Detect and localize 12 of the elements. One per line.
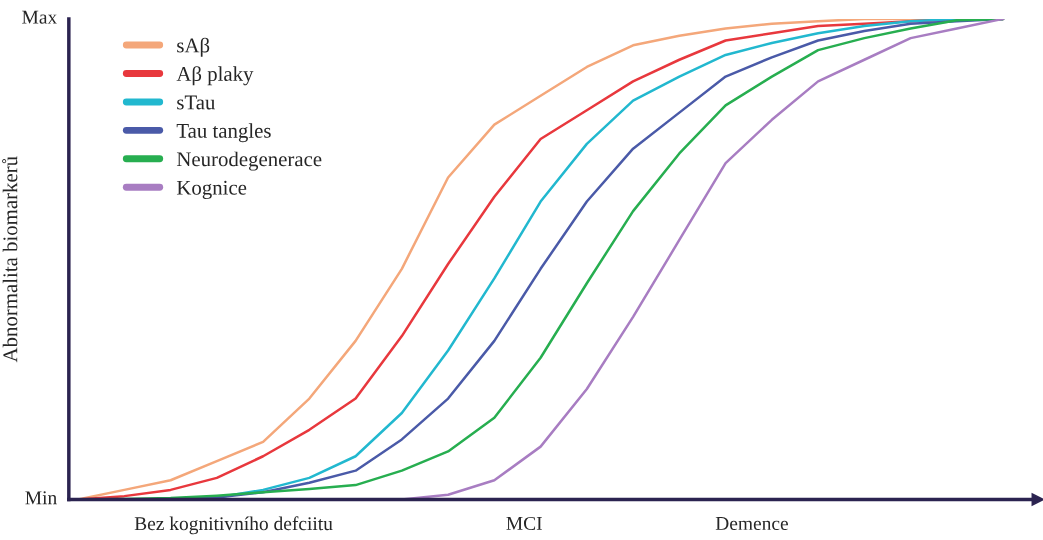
text: Min [25,491,57,505]
legend-label: Tau tangles [176,123,271,143]
legend-label: Kognice [176,180,247,200]
text: Bez kognitivního defciitu [134,516,333,535]
text: Demence [715,517,788,531]
y-axis-title: Abnormalita biomarkerů [2,156,18,363]
text: Max [22,10,57,24]
legend-label: sAβ [177,37,210,57]
legend-label: Neurodegenerace [176,151,322,171]
legend-label: sTau [177,95,216,110]
text: MCI [506,516,542,531]
legend-label: Aβ plaky [176,66,254,86]
